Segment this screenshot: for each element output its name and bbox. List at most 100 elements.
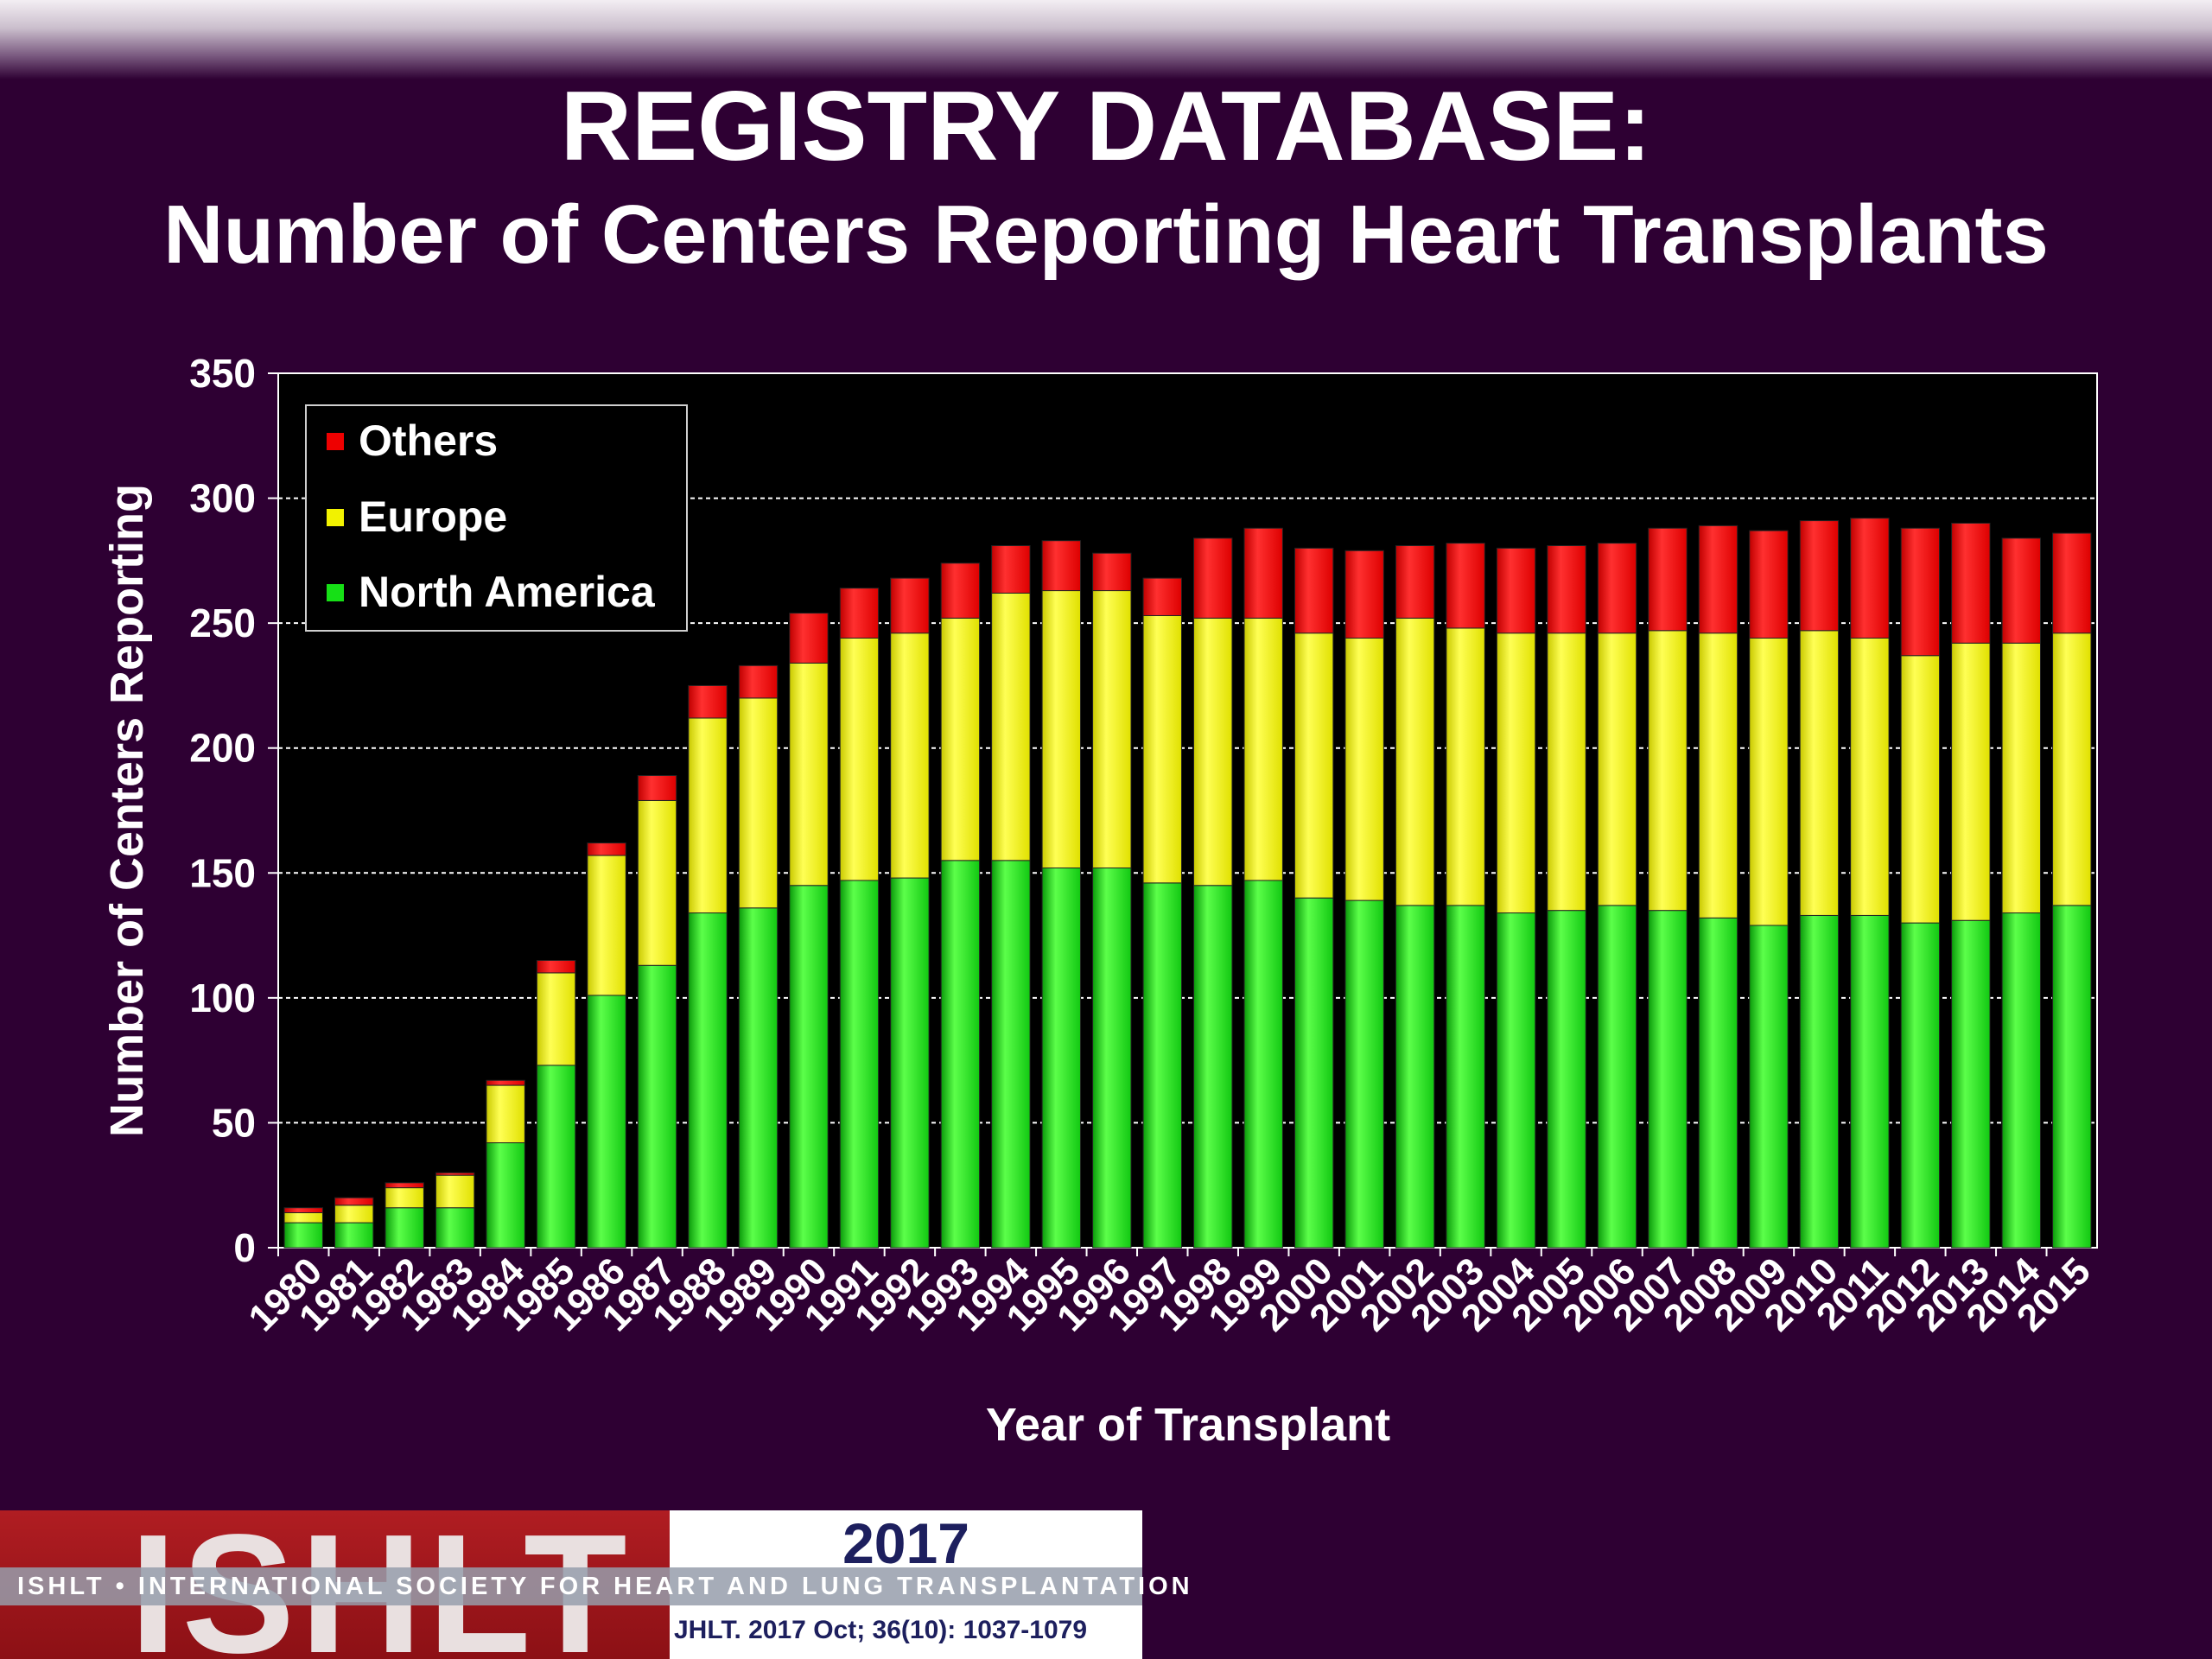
- bar-others-2007: [1648, 527, 1688, 632]
- bar-europe-1984: [486, 1084, 525, 1144]
- y-tick-label: 200: [189, 726, 256, 771]
- bar-europe-2003: [1446, 627, 1485, 906]
- bar-others-2004: [1496, 547, 1536, 634]
- bar-europe-2011: [1850, 637, 1890, 916]
- bar-europe-1985: [536, 972, 576, 1066]
- legend-swatch-north-america: [327, 584, 344, 601]
- bar-north-america-2015: [2052, 905, 2092, 1249]
- bar-others-1991: [839, 588, 880, 639]
- bar-others-1981: [334, 1197, 374, 1206]
- bar-others-1989: [738, 664, 779, 699]
- bar-europe-1995: [1041, 590, 1082, 869]
- bar-others-1984: [486, 1079, 525, 1086]
- report-year: 2017: [842, 1511, 969, 1575]
- bar-europe-2009: [1749, 637, 1789, 926]
- bar-europe-1987: [637, 799, 677, 966]
- bar-europe-2008: [1698, 632, 1738, 918]
- bar-others-2015: [2052, 532, 2092, 634]
- y-tick-label: 0: [233, 1225, 256, 1270]
- bar-others-2008: [1698, 524, 1738, 634]
- bar-others-2003: [1446, 543, 1485, 629]
- top-gradient-band: [0, 0, 2212, 79]
- bar-others-2012: [1900, 527, 1941, 657]
- stacked-bar-chart: 0 50 100 150 200 250 300 350 198019811982198319…: [101, 351, 2099, 1451]
- bar-north-america-2008: [1698, 917, 1738, 1249]
- y-tick-label: 250: [189, 601, 256, 645]
- bar-europe-1991: [839, 637, 880, 881]
- bar-others-1990: [789, 613, 829, 664]
- bars: [283, 518, 2092, 1249]
- bar-north-america-1999: [1243, 880, 1283, 1249]
- bar-others-2014: [2001, 537, 2042, 644]
- bar-others-2011: [1850, 518, 1890, 639]
- bar-north-america-1988: [688, 912, 728, 1249]
- bar-europe-2006: [1597, 632, 1637, 906]
- bar-north-america-1993: [940, 860, 981, 1249]
- bar-north-america-2001: [1344, 899, 1384, 1249]
- bar-others-1998: [1193, 537, 1233, 619]
- x-axis-ticks: 1980198119821983198419851986198719881989…: [240, 1248, 2099, 1339]
- bar-europe-1989: [738, 697, 779, 909]
- bar-others-1996: [1092, 552, 1132, 592]
- bar-europe-1998: [1193, 617, 1233, 887]
- legend-label-europe: Europe: [359, 493, 507, 541]
- bar-others-1994: [991, 545, 1031, 594]
- bar-europe-1986: [587, 855, 626, 996]
- bar-others-1992: [890, 577, 930, 634]
- bar-north-america-1980: [283, 1222, 323, 1249]
- bar-others-1993: [940, 563, 981, 619]
- bar-europe-2013: [1951, 642, 1991, 921]
- bar-europe-2000: [1294, 632, 1334, 899]
- legend-label-others: Others: [359, 416, 498, 465]
- bar-europe-2005: [1547, 632, 1586, 912]
- bar-europe-2014: [2001, 642, 2042, 914]
- x-axis-label: Year of Transplant: [986, 1399, 1390, 1451]
- legend-label-north-america: North America: [359, 568, 656, 616]
- bar-north-america-2009: [1749, 925, 1789, 1249]
- y-tick-label: 300: [189, 476, 256, 521]
- bar-north-america-2013: [1951, 919, 1991, 1249]
- y-axis-ticks: 0 50 100 150 200 250 300 350: [189, 351, 278, 1270]
- bar-europe-2001: [1344, 637, 1384, 901]
- bar-north-america-1986: [587, 995, 626, 1249]
- bar-north-america-1994: [991, 860, 1031, 1249]
- bar-north-america-1995: [1041, 868, 1082, 1249]
- bar-others-2005: [1547, 545, 1586, 634]
- bar-europe-1990: [789, 662, 829, 887]
- bar-north-america-2006: [1597, 905, 1637, 1249]
- bar-others-1983: [435, 1172, 475, 1176]
- bar-north-america-1991: [839, 880, 880, 1249]
- bar-north-america-1983: [435, 1207, 475, 1249]
- bar-north-america-2004: [1496, 912, 1536, 1249]
- bar-north-america-2014: [2001, 912, 2042, 1249]
- bar-others-1980: [283, 1207, 323, 1214]
- bar-europe-2007: [1648, 630, 1688, 912]
- bar-europe-1988: [688, 717, 728, 914]
- legend-box: [305, 404, 688, 632]
- bar-others-1999: [1243, 527, 1283, 619]
- bar-europe-2015: [2052, 632, 2092, 906]
- bar-north-america-2011: [1850, 914, 1890, 1249]
- y-tick-label: 100: [189, 976, 256, 1020]
- bar-north-america-1987: [637, 964, 677, 1249]
- bar-others-1987: [637, 775, 677, 801]
- bar-others-2013: [1951, 522, 1991, 644]
- bar-north-america-2005: [1547, 910, 1586, 1249]
- bar-north-america-1984: [486, 1142, 525, 1249]
- bar-europe-1992: [890, 632, 930, 879]
- slide-subtitle: Number of Centers Reporting Heart Transp…: [163, 188, 2049, 281]
- bar-others-1997: [1142, 577, 1182, 616]
- bar-others-2002: [1395, 545, 1435, 619]
- bar-north-america-1992: [890, 877, 930, 1249]
- y-tick-label: 350: [189, 351, 256, 396]
- bar-north-america-2003: [1446, 905, 1485, 1249]
- slide-title: REGISTRY DATABASE:: [560, 72, 1652, 181]
- bar-north-america-2010: [1799, 914, 1840, 1249]
- society-name-banner: ISHLT • INTERNATIONAL SOCIETY FOR HEART …: [0, 1567, 1190, 1605]
- bar-north-america-2002: [1395, 905, 1435, 1249]
- bar-north-america-1990: [789, 885, 829, 1249]
- bar-europe-1997: [1142, 614, 1182, 884]
- bar-north-america-1997: [1142, 882, 1182, 1249]
- bar-north-america-1982: [385, 1207, 424, 1249]
- bar-others-1986: [587, 842, 626, 856]
